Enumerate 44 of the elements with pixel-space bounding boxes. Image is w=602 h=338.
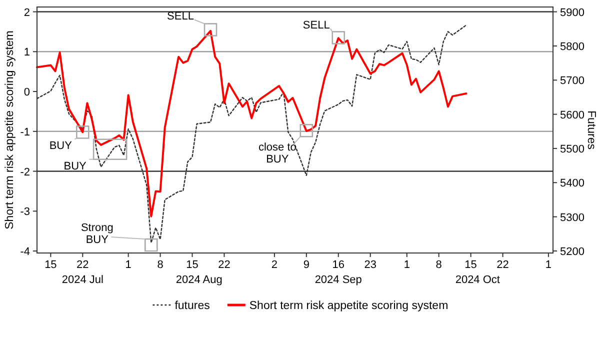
annotation: SELL [302,20,330,32]
x-tick-label: 1 [404,259,410,271]
text: 2024 Aug [176,274,222,286]
x-tick-label: 2 [271,259,278,271]
x-tick-label: 16 [332,259,345,271]
x-tick-label: 15 [44,259,57,271]
annotation: SELL [167,10,194,23]
y2-tick-label: 5400 [560,178,584,190]
y2-tick-label: 5700 [560,75,584,88]
y-tick-label: -4 [20,246,30,258]
y2-tick-label: 5300 [560,212,584,224]
text: 2024 Sep [314,274,362,286]
x-tick-label: 1 [545,259,552,271]
x-tick-label: 15 [186,259,198,271]
x-tick-label: 9 [303,259,310,271]
x-tick-label: 8 [436,259,442,271]
y2-tick-label: 5200 [560,246,584,258]
y-tick-label: -1 [20,126,30,138]
x-tick-label: 1 [125,259,132,271]
annotation: close to BUY [258,142,296,166]
y2-tick-label: 5900 [560,6,584,19]
legend-label: futures [174,300,210,312]
y-tick-label: -3 [20,206,30,218]
y-axis-title: Short term risk appetite scoring system [4,30,16,230]
y2-tick-label: 5500 [560,143,584,156]
text: 2024 Oct [455,274,500,286]
annotation: Strong BUY [80,222,114,246]
y-tick-label: 2 [24,6,30,19]
x-tick-label: 8 [157,259,164,271]
y-tick-label: 0 [24,86,30,99]
x-tick-label: 22 [76,259,89,271]
text: 2024 Jul [62,274,104,286]
x-tick-label: 22 [496,259,509,271]
x-tick-label: 15 [464,259,477,271]
y-tick-label: 1 [24,46,30,59]
y2-axis-title: Futures [585,110,597,150]
y2-tick-label: 5600 [560,109,584,122]
y2-tick-label: 5800 [560,40,584,53]
x-tick-label: 23 [364,259,376,271]
annotation: BUY [64,160,88,172]
annotation: BUY [49,140,73,152]
y-tick-label: -2 [20,166,30,178]
x-tick-label: 22 [218,259,230,271]
legend-label: Short term risk appetite scoring system [249,300,448,312]
